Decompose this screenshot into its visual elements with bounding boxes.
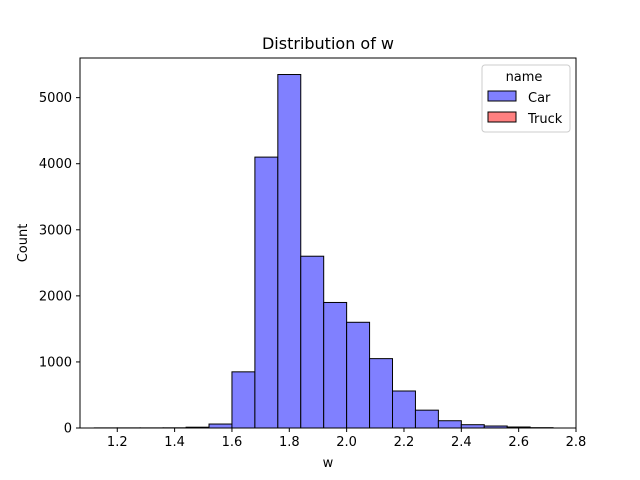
x-tick-label: 2.2 — [394, 435, 415, 450]
bar-car-6 — [231, 371, 256, 429]
bar-car-15 — [437, 420, 462, 429]
bar-car-11 — [346, 321, 371, 429]
bar-car-14 — [414, 409, 439, 429]
x-tick-label: 2.0 — [336, 435, 357, 450]
x-tick-label: 2.4 — [451, 435, 472, 450]
x-tick-label: 2.8 — [566, 435, 587, 450]
y-tick-label: 3000 — [39, 223, 72, 238]
bar-car-13 — [392, 390, 416, 429]
x-tick-label: 1.8 — [279, 435, 300, 450]
bar-car-12 — [369, 358, 394, 429]
legend-swatch-car — [487, 90, 517, 102]
y-axis-label: Count — [16, 224, 31, 263]
bar-car-5 — [208, 423, 233, 429]
bar-car-10 — [323, 301, 348, 429]
legend-swatch-truck — [487, 111, 517, 123]
legend-label-truck: Truck — [527, 112, 563, 127]
y-tick-label: 5000 — [39, 91, 72, 106]
legend: name Car Truck — [481, 64, 571, 133]
x-tick-label: 1.2 — [107, 435, 128, 450]
chart-title: Distribution of w — [262, 34, 394, 53]
plot-frame — [79, 57, 577, 429]
y-tick-label: 4000 — [39, 157, 72, 172]
bar-car-8 — [277, 74, 302, 429]
bar-car-9 — [300, 255, 325, 429]
x-axis-label: w — [323, 456, 334, 471]
legend-title: name — [506, 70, 543, 85]
x-tick-label: 1.6 — [222, 435, 243, 450]
x-tick-label: 2.6 — [508, 435, 529, 450]
y-tick-label: 0 — [64, 422, 72, 437]
legend-label-car: Car — [528, 91, 551, 106]
y-tick-label: 1000 — [39, 355, 72, 370]
x-axis: 1.2 1.4 1.6 1.8 2.0 2.2 2.4 2.6 2.8 — [107, 428, 586, 450]
bar-car-7 — [254, 156, 279, 429]
bars-group — [93, 74, 554, 429]
x-tick-label: 1.4 — [164, 435, 185, 450]
y-tick-label: 2000 — [39, 289, 72, 304]
y-axis: 0 1000 2000 3000 4000 5000 — [39, 91, 80, 437]
